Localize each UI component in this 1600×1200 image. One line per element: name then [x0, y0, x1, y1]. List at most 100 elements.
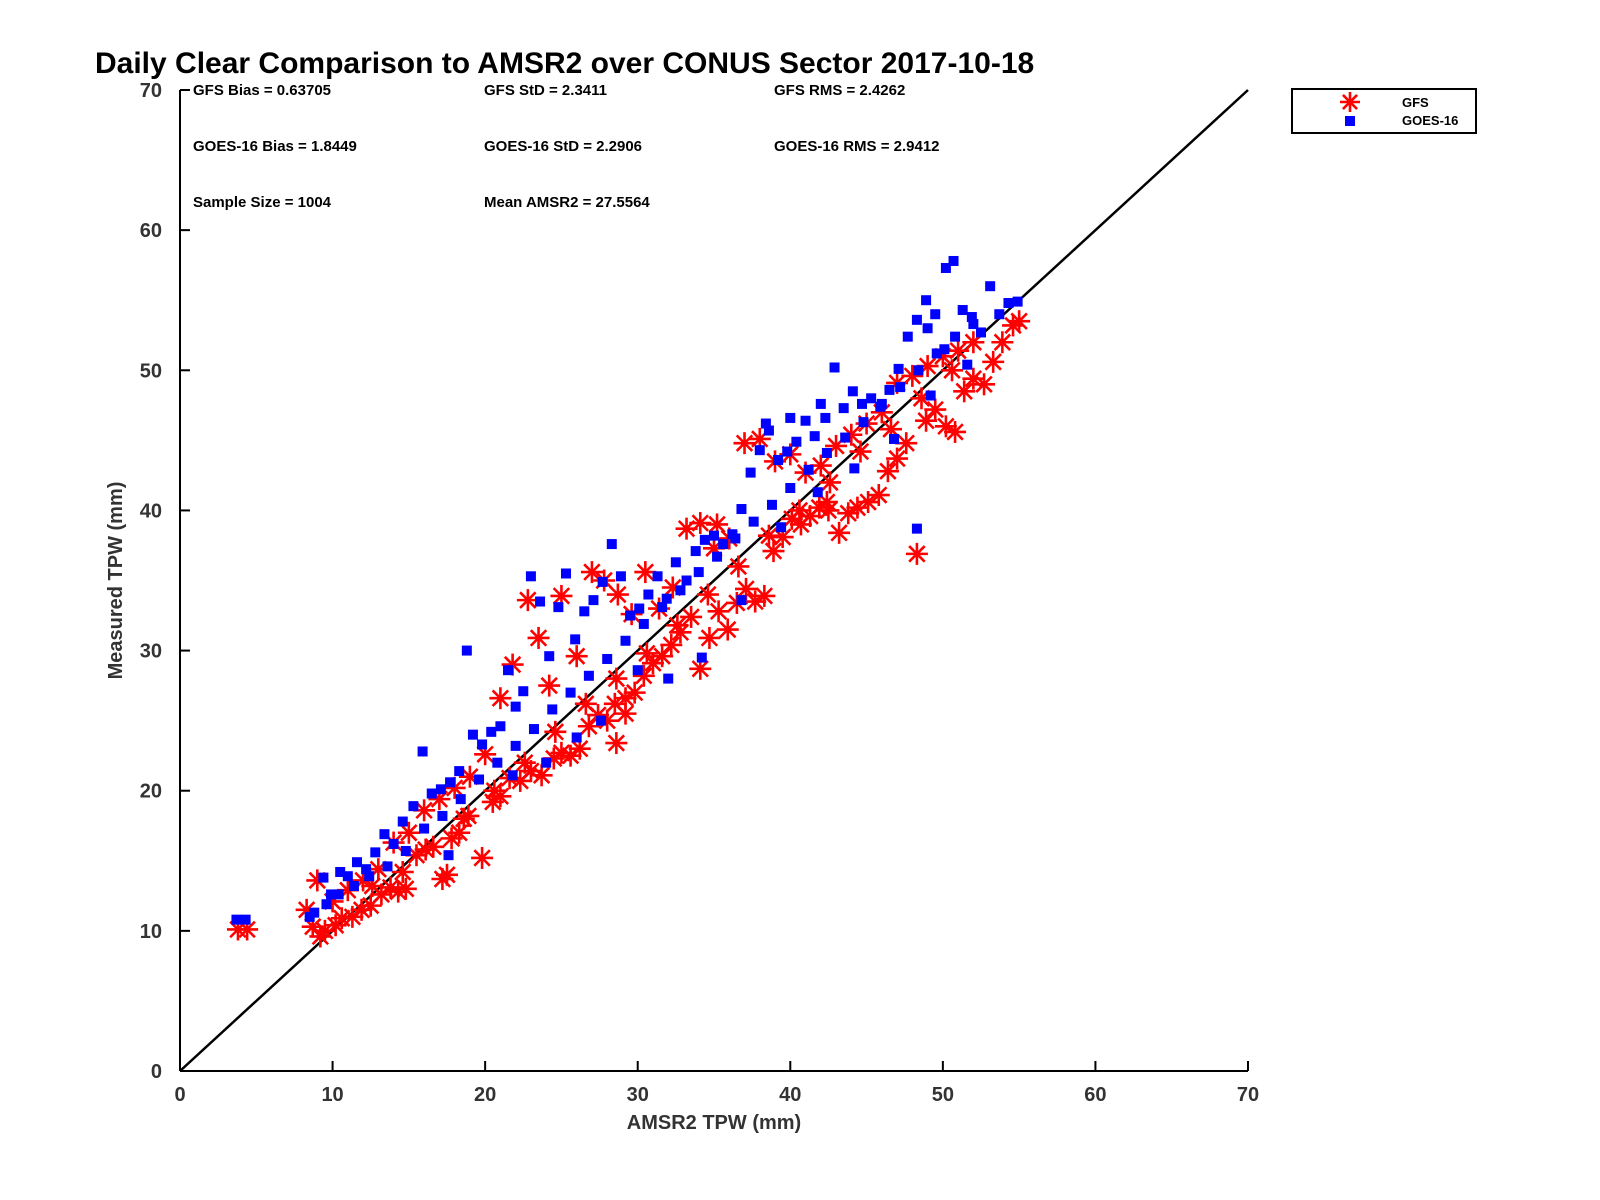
- gfs-point: [680, 605, 703, 628]
- goes16-point: [351, 857, 362, 868]
- stat-gfs-std: GFS StD = 2.3411: [484, 82, 607, 99]
- gfs-point: [788, 499, 811, 522]
- goes16-point: [913, 365, 924, 376]
- goes16-point: [962, 359, 973, 370]
- stat-sample-size: Sample Size = 1004: [193, 194, 332, 211]
- goes16-point: [785, 412, 796, 423]
- goes16-point: [408, 801, 419, 812]
- goes16-point: [634, 603, 645, 614]
- goes16-point: [602, 653, 613, 664]
- goes16-point: [766, 499, 777, 510]
- gfs-point: [1002, 314, 1025, 337]
- gfs-point: [350, 898, 373, 921]
- goes16-series: [231, 255, 1023, 925]
- goes16-point: [840, 432, 851, 443]
- legend-gfs-label: GFS: [1402, 95, 1429, 110]
- goes16-point: [437, 810, 448, 821]
- goes16-point: [812, 487, 823, 498]
- goes16-point: [426, 788, 437, 799]
- gfs-point: [596, 709, 619, 732]
- goes16-point: [326, 889, 337, 900]
- goes16-point: [565, 687, 576, 698]
- goes16-point: [492, 757, 503, 768]
- goes16-point: [397, 816, 408, 827]
- gfs-point: [568, 737, 591, 760]
- gfs-point: [614, 702, 637, 725]
- goes16-point: [884, 384, 895, 395]
- goes16-point: [1003, 298, 1014, 309]
- goes16-point: [632, 665, 643, 676]
- goes16-point: [785, 483, 796, 494]
- goes16-point: [815, 398, 826, 409]
- gfs-point: [635, 642, 658, 665]
- legend-box: [1291, 88, 1477, 134]
- goes16-point: [335, 866, 346, 877]
- goes16-point: [597, 576, 608, 587]
- gfs-point: [513, 751, 536, 774]
- goes16-point: [809, 431, 820, 442]
- gfs-point: [483, 779, 506, 802]
- goes16-point: [889, 433, 900, 444]
- goes16-point: [364, 871, 375, 882]
- goes16-point: [518, 686, 529, 697]
- goes16-point: [730, 533, 741, 544]
- goes16-point: [561, 568, 572, 579]
- goes16-point: [994, 309, 1005, 320]
- x-tick-label: 0: [174, 1084, 185, 1106]
- legend: GFS GOES-16: [1291, 88, 1477, 134]
- gfs-point: [716, 618, 739, 641]
- x-tick-label: 20: [474, 1084, 496, 1106]
- goes16-point: [544, 651, 555, 662]
- goes16-point: [553, 602, 564, 613]
- goes16-point: [745, 467, 756, 478]
- goes16-point: [583, 670, 594, 681]
- goes16-point: [615, 571, 626, 582]
- gfs-point: [632, 664, 655, 687]
- gfs-point: [973, 373, 996, 396]
- gfs-point: [698, 626, 721, 649]
- gfs-point: [837, 502, 860, 525]
- goes16-point: [435, 784, 446, 795]
- y-tick-label: 20: [140, 781, 162, 803]
- goes16-point: [528, 724, 539, 735]
- goes16-point: [643, 589, 654, 600]
- goes16-point: [922, 323, 933, 334]
- goes16-point: [382, 861, 393, 872]
- x-tick-label: 70: [1237, 1084, 1259, 1106]
- goes16-point: [588, 595, 599, 606]
- gfs-point: [605, 732, 628, 755]
- goes16-point: [849, 463, 860, 474]
- chart-title: Daily Clear Comparison to AMSR2 over CON…: [95, 47, 1034, 80]
- gfs-point: [707, 600, 730, 623]
- goes16-point: [455, 794, 466, 805]
- goes16-point: [361, 864, 372, 875]
- goes16-point: [966, 312, 977, 323]
- goes16-point: [911, 314, 922, 325]
- gfs-point: [1008, 310, 1031, 333]
- x-tick-label: 50: [932, 1084, 954, 1106]
- gfs-point: [436, 863, 458, 886]
- gfs-point: [753, 584, 776, 607]
- goes16-point: [902, 331, 913, 342]
- goes16-point: [821, 447, 832, 458]
- gfs-point: [452, 807, 475, 830]
- gfs-point: [849, 440, 872, 463]
- goes16-point: [858, 417, 869, 428]
- gfs-point: [815, 491, 838, 514]
- gfs-point: [397, 821, 420, 844]
- stat-goes-std: GOES-16 StD = 2.2906: [484, 138, 642, 155]
- goes16-point: [699, 534, 710, 545]
- goes16-point: [911, 523, 922, 534]
- y-axis-label: Measured TPW (mm): [105, 482, 127, 680]
- goes16-point: [693, 567, 704, 578]
- gfs-point: [947, 339, 970, 362]
- y-tick-label: 30: [140, 641, 162, 663]
- gfs-point: [762, 540, 785, 563]
- goes16-point: [507, 770, 518, 781]
- goes16-point: [510, 740, 521, 751]
- gfs-point: [941, 359, 964, 382]
- goes16-point: [712, 551, 723, 562]
- gfs-point: [982, 350, 1005, 373]
- gfs-point: [735, 577, 758, 600]
